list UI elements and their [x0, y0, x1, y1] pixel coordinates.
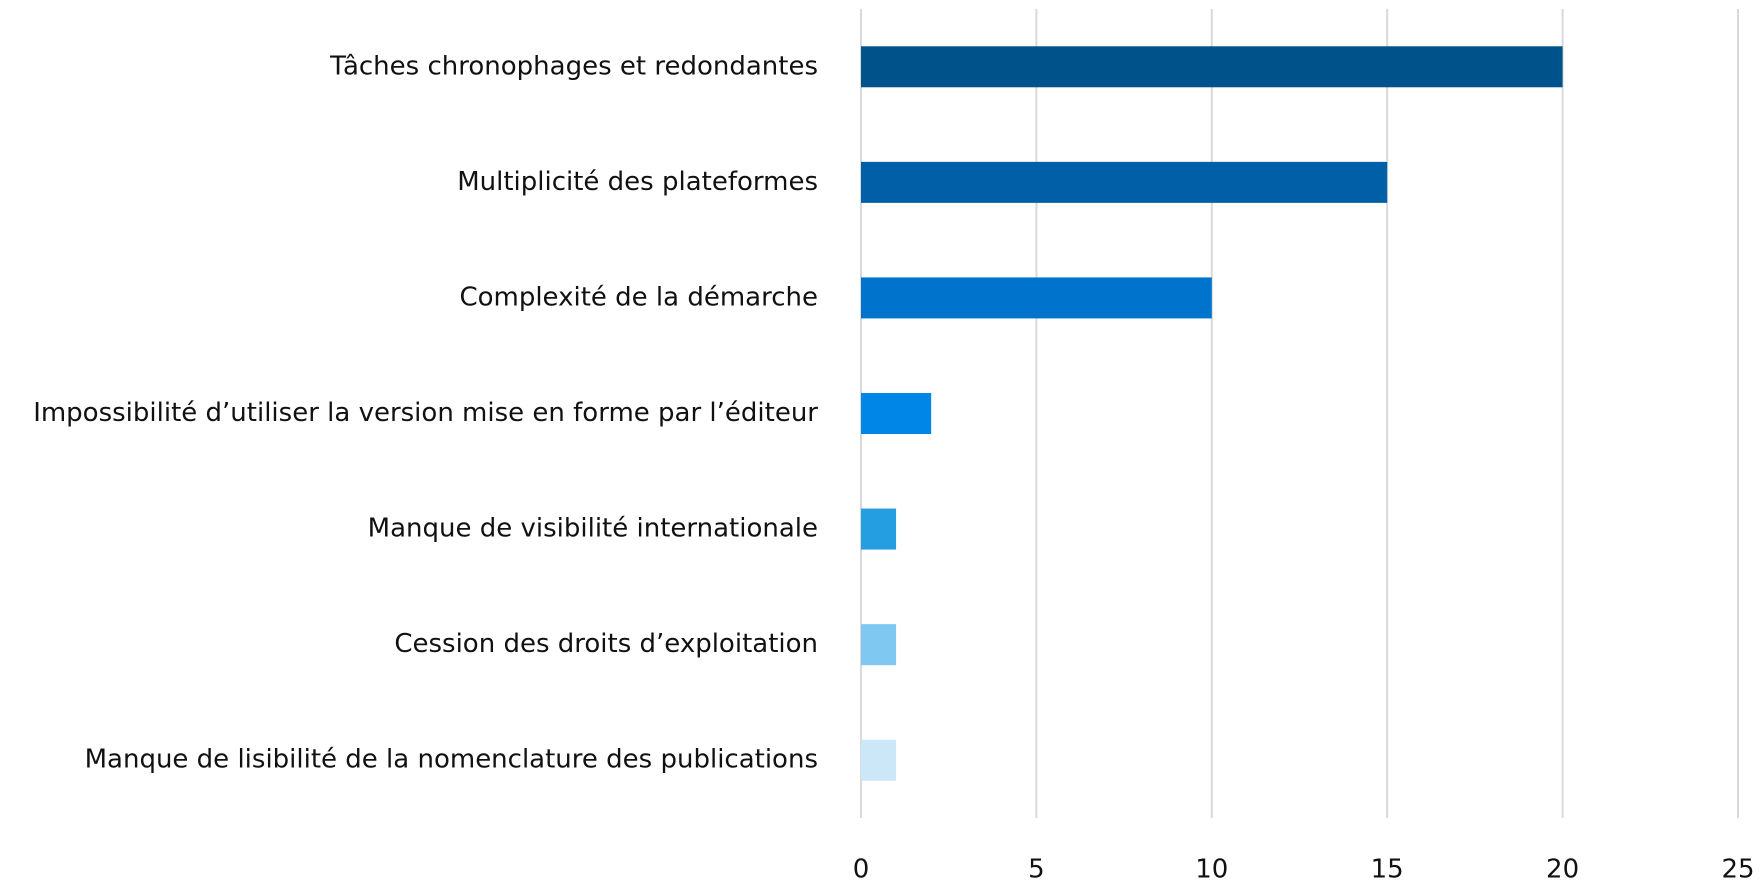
x-tick-label: 0 [853, 855, 870, 880]
y-tick-label: Manque de visibilité internationale [368, 514, 818, 544]
y-tick-label: Complexité de la démarche [459, 282, 818, 312]
bar [861, 277, 1212, 319]
y-tick-label: Multiplicité des plateformes [457, 167, 818, 197]
x-tick-label: 20 [1546, 855, 1579, 880]
y-tick-label: Manque de lisibilité de la nomenclature … [85, 745, 818, 775]
bar [861, 624, 897, 666]
bar [861, 393, 932, 434]
x-tick-label: 5 [1028, 855, 1045, 880]
bar [861, 161, 1388, 203]
x-tick-label: 15 [1371, 855, 1404, 880]
y-tick-label: Cession des droits d’exploitation [394, 629, 818, 659]
y-tick-label: Tâches chronophages et redondantes [329, 51, 818, 81]
x-tick-label: 25 [1721, 855, 1754, 880]
bar [861, 508, 897, 550]
y-tick-label: Impossibilité d’utiliser la version mise… [33, 398, 818, 428]
x-tick-label: 10 [1195, 855, 1228, 880]
bar [861, 46, 1563, 88]
bar [861, 739, 897, 781]
